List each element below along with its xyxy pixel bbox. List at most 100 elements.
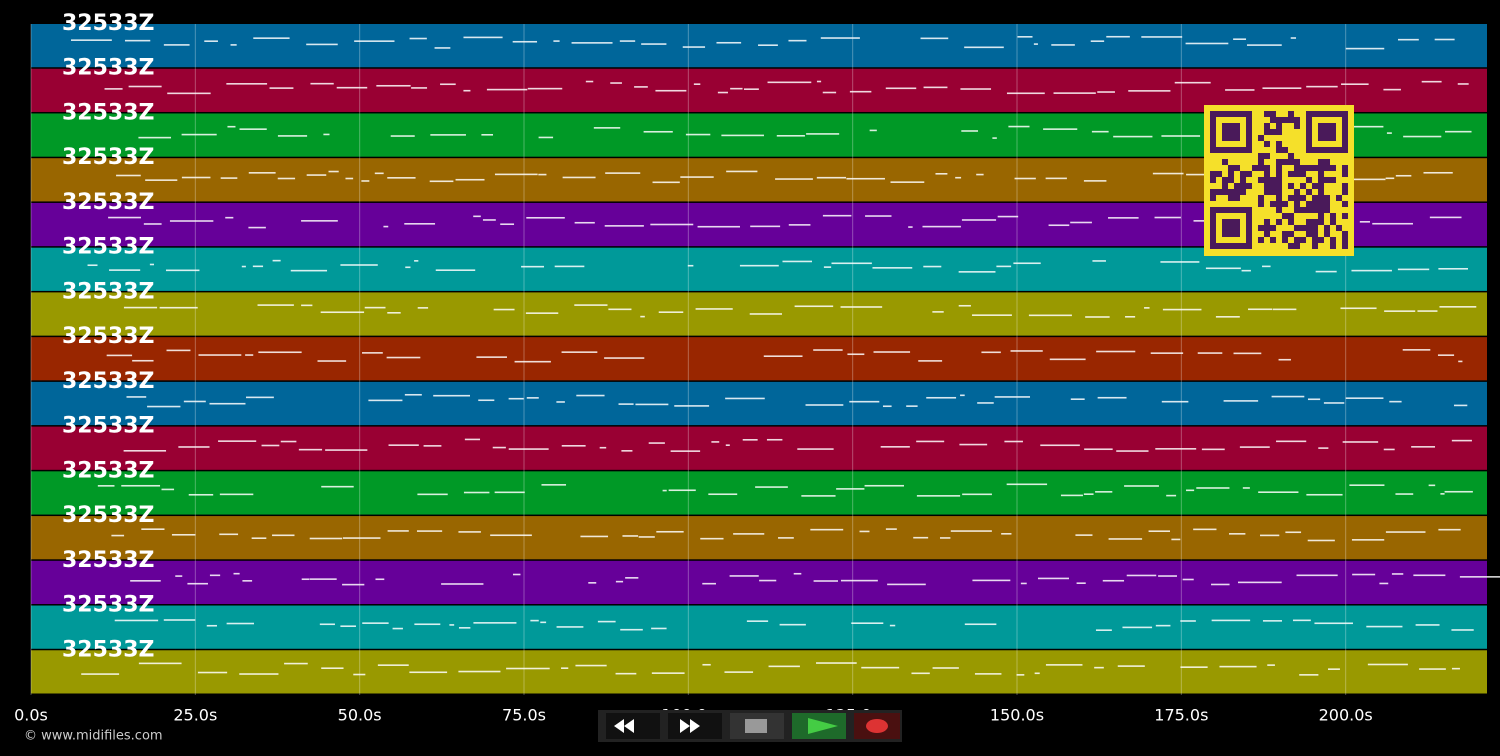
note (476, 356, 507, 358)
note (463, 89, 471, 92)
notes (71, 35, 1500, 676)
note (610, 82, 622, 84)
note (1379, 582, 1389, 585)
note (864, 484, 904, 487)
note (258, 351, 302, 354)
track-label: 32533Z (62, 593, 155, 618)
note (916, 440, 945, 443)
note (743, 88, 759, 90)
note (1439, 306, 1477, 308)
note (481, 133, 494, 136)
note (873, 351, 911, 353)
note (209, 402, 246, 405)
note (638, 536, 655, 538)
note (506, 667, 550, 670)
note (1342, 441, 1379, 443)
note (121, 484, 161, 487)
note (492, 446, 506, 449)
note (417, 307, 429, 309)
note (996, 265, 1012, 268)
note (621, 450, 633, 452)
note (440, 83, 456, 86)
note (615, 672, 637, 675)
note (526, 397, 539, 399)
note (145, 179, 178, 181)
note (682, 46, 706, 48)
note (1262, 620, 1282, 622)
note (219, 493, 254, 496)
note (130, 580, 161, 582)
note (782, 260, 812, 263)
note (556, 626, 584, 628)
note (138, 136, 172, 139)
note (725, 397, 765, 400)
note (608, 308, 632, 311)
note (321, 667, 344, 670)
track-row (31, 381, 1487, 426)
note (939, 537, 951, 539)
note (1095, 629, 1112, 631)
note (1429, 216, 1462, 219)
note (1440, 493, 1445, 495)
note (277, 177, 296, 180)
note (181, 133, 217, 136)
note (700, 537, 724, 540)
note (239, 128, 267, 130)
note (805, 404, 844, 406)
note (1116, 450, 1149, 452)
note (846, 177, 885, 180)
note (1278, 358, 1291, 361)
note (473, 215, 481, 218)
note (822, 214, 852, 217)
note (1154, 216, 1181, 219)
note (1233, 38, 1247, 41)
note (1296, 574, 1338, 577)
note (1438, 528, 1461, 531)
note (1260, 534, 1280, 537)
note (1229, 533, 1246, 535)
note (138, 662, 182, 665)
note (911, 672, 930, 675)
note (141, 528, 165, 530)
note (648, 442, 665, 444)
note (733, 533, 765, 535)
note (604, 225, 644, 227)
note (416, 530, 443, 532)
note (1196, 487, 1230, 489)
note (1215, 316, 1240, 318)
note (1185, 42, 1229, 45)
track-label: 32533Z (62, 637, 155, 662)
note (1122, 626, 1153, 629)
note (960, 394, 965, 397)
note (390, 135, 415, 137)
note (1040, 444, 1080, 447)
note (955, 176, 962, 179)
note (604, 357, 645, 359)
note (721, 134, 764, 137)
note (375, 578, 385, 581)
track-row (31, 471, 1487, 515)
note (248, 172, 276, 174)
note (321, 485, 354, 488)
note (759, 579, 777, 582)
note (960, 88, 992, 90)
track-label: 32533Z (62, 503, 155, 528)
note (1366, 625, 1403, 628)
note (793, 572, 802, 575)
note (1162, 308, 1202, 311)
note (724, 671, 754, 673)
note (964, 46, 1004, 49)
track-label: 32533Z (62, 548, 155, 573)
note (994, 396, 1031, 398)
note (1237, 581, 1282, 584)
note (354, 40, 395, 42)
note (1033, 43, 1038, 45)
note (301, 220, 338, 222)
note (1367, 663, 1408, 666)
note (758, 44, 778, 46)
note (766, 438, 783, 441)
note (161, 488, 175, 491)
note (111, 534, 125, 537)
note (574, 304, 608, 306)
track-label: 32533Z (62, 11, 155, 36)
